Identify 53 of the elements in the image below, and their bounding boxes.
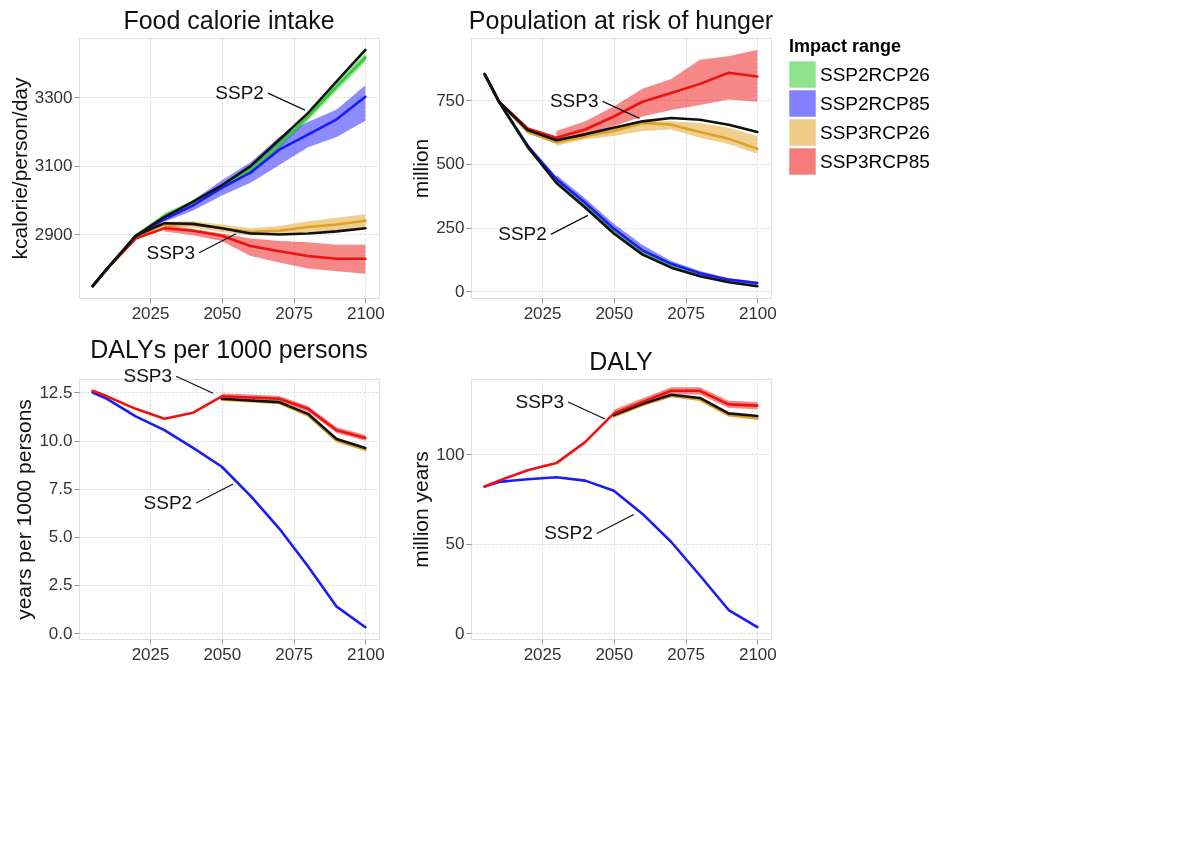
y-axis-title: years per 1000 persons — [12, 399, 36, 620]
legend-label: SSP3RCP26 — [820, 121, 930, 143]
y-tick-label: 10.0 — [39, 431, 73, 451]
y-tick-label: 0 — [455, 281, 465, 301]
x-tick-label: 2100 — [346, 303, 385, 323]
annotation: SSP2 — [143, 492, 193, 513]
y-tick-label: 2.5 — [48, 575, 73, 595]
y-tick-label: 750 — [436, 90, 465, 110]
x-tick-label: 2075 — [667, 644, 706, 664]
y-axis-title: million — [409, 138, 433, 199]
x-tick-label: 2025 — [523, 303, 562, 323]
chart-title: Population at risk of hunger — [468, 6, 774, 34]
annotation: SSP2 — [544, 522, 593, 544]
annotation: SSP3 — [549, 90, 599, 112]
y-tick-label: 7.5 — [48, 479, 73, 499]
x-tick-label: 2100 — [346, 644, 385, 664]
chart-title: DALYs per 1000 persons — [90, 335, 368, 364]
x-tick-label: 2050 — [595, 303, 634, 323]
y-tick-label: 0.0 — [48, 623, 73, 643]
y-tick-label: 3100 — [34, 156, 73, 176]
x-tick-label: 2025 — [131, 644, 170, 664]
y-axis-title: kcalorie/person/day — [7, 76, 31, 260]
y-tick-label: 500 — [436, 154, 465, 174]
x-tick-label: 2050 — [203, 303, 242, 323]
x-tick-label: 2075 — [275, 644, 314, 664]
x-tick-label: 2075 — [667, 303, 706, 323]
x-tick-label: 2050 — [203, 644, 242, 664]
y-tick-label: 3300 — [34, 87, 73, 107]
y-tick-label: 2900 — [34, 224, 73, 244]
y-tick-label: 5.0 — [48, 527, 73, 547]
x-tick-label: 2025 — [523, 644, 562, 664]
y-tick-label: 250 — [436, 218, 465, 238]
x-tick-label: 2050 — [595, 644, 634, 664]
annotation: SSP3 — [146, 241, 196, 263]
legend-title: Impact range — [789, 36, 902, 56]
annotation: SSP3 — [515, 390, 565, 412]
chart-title: DALY — [589, 347, 654, 375]
legend-label: SSP3RCP85 — [820, 150, 930, 172]
y-tick-label: 50 — [445, 534, 465, 554]
x-tick-label: 2025 — [131, 303, 170, 323]
y-axis-title: million years — [409, 451, 433, 568]
x-tick-label: 2100 — [738, 644, 777, 664]
annotation: SSP2 — [215, 82, 264, 104]
annotation: SSP2 — [498, 223, 547, 245]
y-tick-label: 100 — [436, 444, 465, 464]
legend-label: SSP2RCP26 — [820, 63, 930, 85]
chart-title: Food calorie intake — [123, 6, 335, 34]
annotation: SSP3 — [123, 365, 173, 387]
x-tick-label: 2100 — [738, 303, 777, 323]
legend-label: SSP2RCP85 — [820, 92, 930, 114]
y-tick-label: 0 — [455, 623, 465, 643]
y-tick-label: 12.5 — [39, 382, 73, 402]
x-tick-label: 2075 — [275, 303, 314, 323]
